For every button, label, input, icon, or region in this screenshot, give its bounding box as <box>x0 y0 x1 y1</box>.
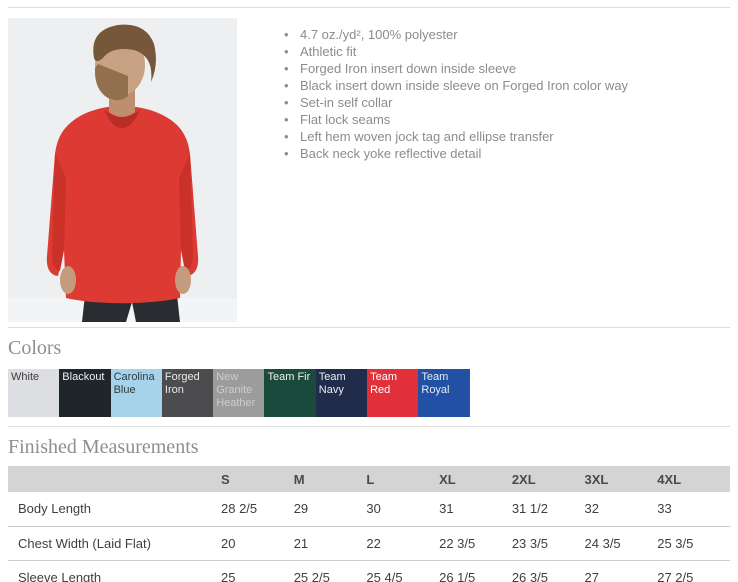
cell: 29 <box>293 501 309 517</box>
cell: 27 2/5 <box>657 559 730 582</box>
cell: 28 2/5 <box>221 501 258 517</box>
cell: 33 <box>657 501 672 517</box>
feature-item: Athletic fit <box>282 43 628 60</box>
table-row-chest-width: Chest Width (Laid Flat) 20 21 22 22 3/5 … <box>8 525 730 560</box>
model-photo-illustration <box>8 18 237 322</box>
feature-item: Black insert down inside sleeve on Forge… <box>282 77 628 94</box>
color-swatch-team-royal[interactable]: Team Royal <box>418 369 470 417</box>
cell: 31 1/2 <box>511 501 548 517</box>
cell: 23 3/5 <box>511 525 585 560</box>
feature-item: Flat lock seams <box>282 111 628 128</box>
cell: 24 3/5 <box>584 525 658 560</box>
row-label: Chest Width (Laid Flat) <box>8 525 221 560</box>
cell: 25 2/5 <box>293 559 367 582</box>
color-swatch-strip: White Blackout Carolina Blue Forged Iron… <box>8 369 470 417</box>
row-label: Body Length <box>18 501 92 517</box>
cell: 32 <box>584 501 599 517</box>
size-header-empty <box>8 466 221 492</box>
top-divider <box>8 7 730 8</box>
feature-item: Set-in self collar <box>282 94 628 111</box>
cell: 26 1/5 <box>439 559 512 582</box>
product-photo <box>8 18 237 322</box>
feature-item: Left hem woven jock tag and ellipse tran… <box>282 128 628 145</box>
color-swatch-carolina-blue[interactable]: Carolina Blue <box>110 369 162 417</box>
table-row-body-length: Body Length 28 2/5 29 30 31 31 1/2 32 33 <box>8 492 730 526</box>
table-row-sleeve-length: Sleeve Length 25 25 2/5 25 4/5 26 1/5 26… <box>8 559 730 582</box>
color-swatch-team-red[interactable]: Team Red <box>367 369 419 417</box>
cell: 25 3/5 <box>657 525 730 560</box>
size-header-3xl: 3XL <box>584 466 658 492</box>
cell: 21 <box>293 525 367 560</box>
cell: 30 <box>366 501 381 517</box>
size-header-xl: XL <box>439 466 512 492</box>
row-label: Sleeve Length <box>8 559 221 582</box>
color-swatch-white[interactable]: White <box>8 369 60 417</box>
cell: 26 3/5 <box>511 559 585 582</box>
color-swatch-team-navy[interactable]: Team Navy <box>315 369 368 417</box>
feature-item: Back neck yoke reflective detail <box>282 145 628 162</box>
product-section: 4.7 oz./yd², 100% polyester Athletic fit… <box>8 18 730 322</box>
feature-item: 4.7 oz./yd², 100% polyester <box>282 26 628 43</box>
color-swatch-blackout[interactable]: Blackout <box>59 369 111 417</box>
measurements-table: S M L XL 2XL 3XL 4XL Body Length 28 2/5 … <box>8 466 730 582</box>
size-header-2xl: 2XL <box>511 466 585 492</box>
cell: 31 <box>439 501 454 517</box>
color-swatch-new-granite-heather[interactable]: New Granite Heather <box>213 369 265 417</box>
size-header-row: S M L XL 2XL 3XL 4XL <box>8 466 730 492</box>
feature-list: 4.7 oz./yd², 100% polyester Athletic fit… <box>282 26 628 162</box>
feature-item: Forged Iron insert down inside sleeve <box>282 60 628 77</box>
size-header-s: S <box>221 466 294 492</box>
color-swatch-forged-iron[interactable]: Forged Iron <box>161 369 214 417</box>
colors-divider <box>8 327 730 328</box>
cell: 20 <box>221 525 294 560</box>
product-features: 4.7 oz./yd², 100% polyester Athletic fit… <box>237 18 628 322</box>
cell: 25 <box>221 559 294 582</box>
colors-heading: Colors <box>8 337 62 359</box>
cell: 22 <box>366 525 440 560</box>
measurements-heading: Finished Measurements <box>8 436 199 458</box>
size-header-l: L <box>366 466 440 492</box>
cell: 22 3/5 <box>439 525 512 560</box>
size-header-4xl: 4XL <box>657 466 730 492</box>
cell: 27 <box>584 559 658 582</box>
size-header-m: M <box>293 466 367 492</box>
measurements-divider <box>8 426 730 427</box>
cell: 25 4/5 <box>366 559 440 582</box>
color-swatch-team-fir[interactable]: Team Fir <box>264 369 316 417</box>
